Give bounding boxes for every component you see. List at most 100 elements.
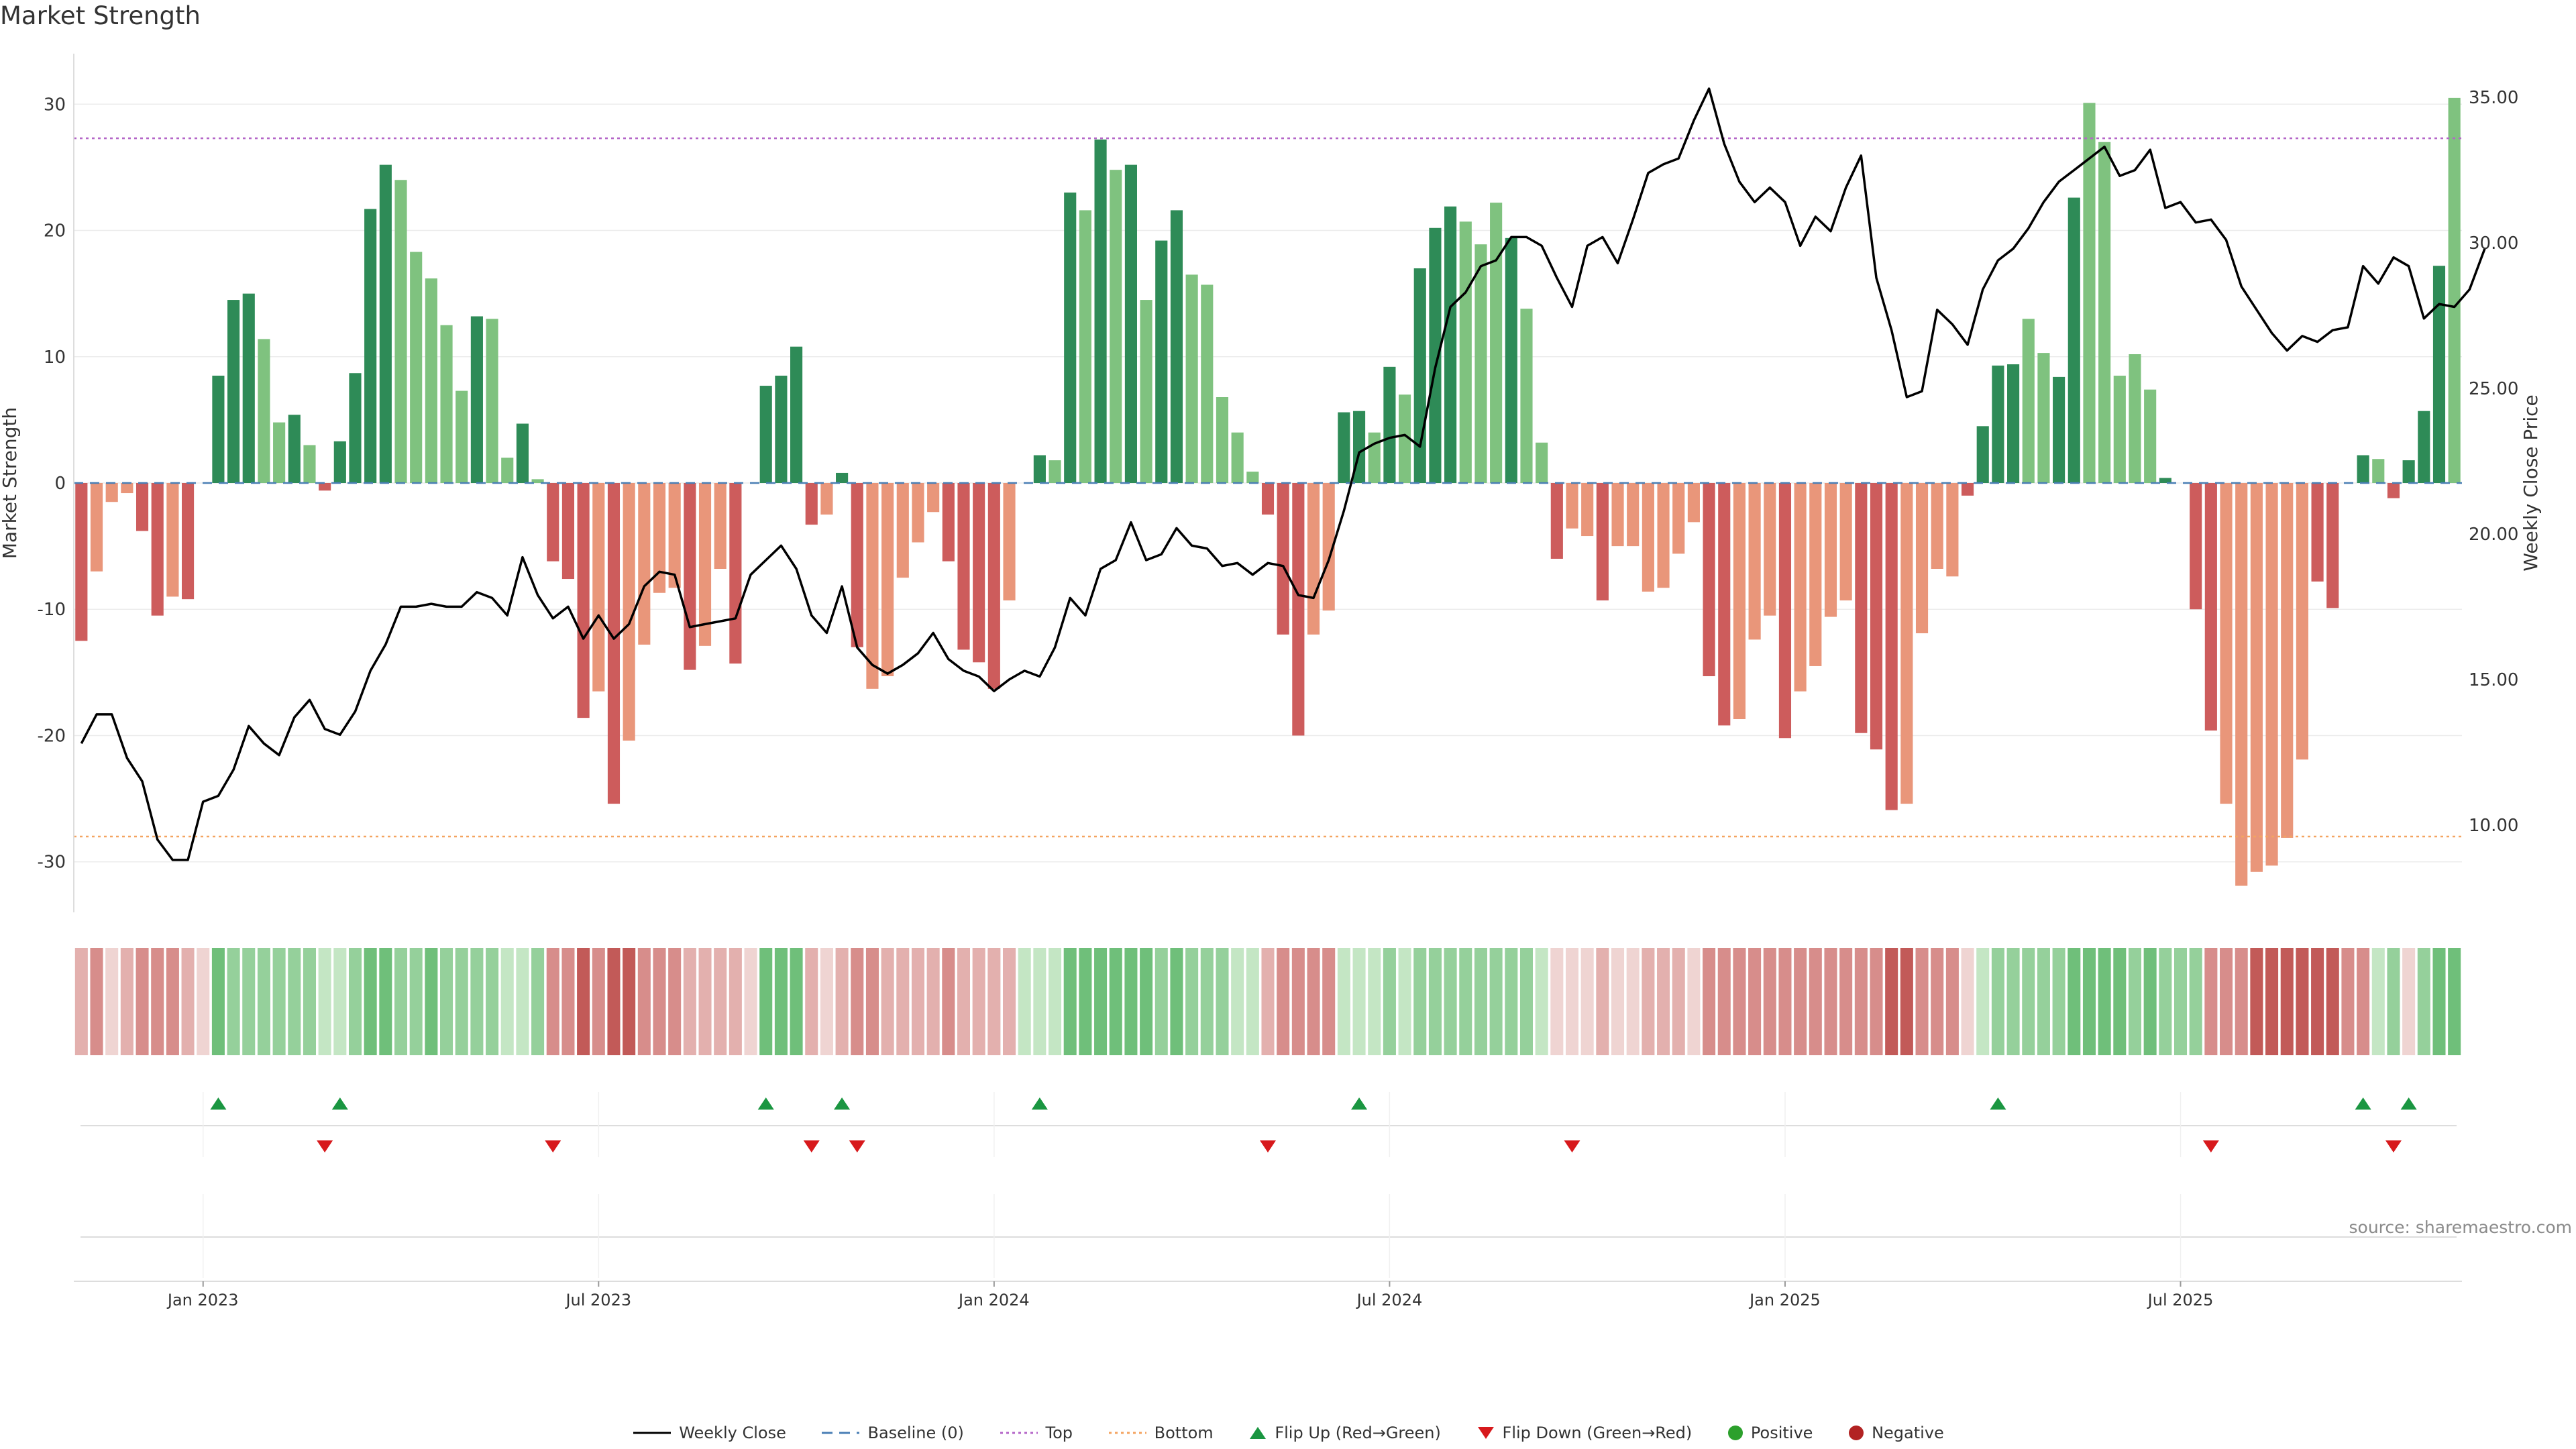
strength-bar [1687, 483, 1700, 523]
intensity-cell [120, 948, 133, 1055]
intensity-cell [2189, 948, 2202, 1055]
strength-bar [2144, 389, 2157, 483]
strength-bar [1399, 394, 1411, 483]
strength-bar [410, 252, 423, 483]
strength-bar [181, 483, 195, 600]
intensity-cell [1200, 948, 1214, 1055]
strength-bar [1140, 300, 1152, 483]
intensity-cell [2296, 948, 2309, 1055]
intensity-cell [561, 948, 575, 1055]
intensity-cell [2174, 948, 2188, 1055]
intensity-cell [318, 948, 331, 1055]
strength-bar [2432, 266, 2446, 483]
strength-bar [592, 483, 605, 692]
strength-bar [258, 339, 270, 483]
legend: Weekly Close Baseline (0) Top Bottom Fli… [0, 1422, 2576, 1442]
strength-bar [166, 483, 179, 597]
strength-bar [75, 483, 88, 641]
flip-down-marker [545, 1140, 561, 1152]
legend-dash-icon [822, 1432, 860, 1434]
strength-bar [1839, 483, 1852, 601]
strength-bar [303, 445, 316, 483]
strength-bar [2402, 460, 2415, 483]
intensity-cell [1428, 948, 1442, 1055]
y2-axis-label: Weekly Close Price [2520, 394, 2542, 571]
strength-bar [2281, 483, 2294, 838]
strength-bar [2311, 483, 2324, 582]
intensity-cell [1033, 948, 1046, 1055]
flip-up-marker [834, 1097, 851, 1110]
strength-bar [1915, 483, 1929, 633]
intensity-cell [1398, 948, 1411, 1055]
strength-bar [1718, 483, 1731, 726]
strength-bar [1459, 221, 1472, 483]
strength-bars [75, 97, 2461, 886]
intensity-cell [394, 948, 408, 1055]
y-tick-label: -20 [38, 726, 66, 746]
strength-bar [1946, 483, 1959, 577]
intensity-cell [1687, 948, 1701, 1055]
strength-bar [805, 483, 818, 525]
intensity-cell [835, 948, 849, 1055]
intensity-cell [2417, 948, 2430, 1055]
intensity-cell [1018, 948, 1031, 1055]
intensity-cell [2341, 948, 2355, 1055]
strength-bar [2190, 483, 2202, 610]
strength-bar [684, 483, 696, 670]
intensity-cell [607, 948, 621, 1055]
intensity-cell [2113, 948, 2127, 1055]
intensity-cell [1185, 948, 1199, 1055]
strength-bar [668, 483, 681, 588]
strength-bar [470, 316, 483, 483]
strength-bar [2250, 483, 2263, 872]
intensity-cell [926, 948, 940, 1055]
strength-bar [1413, 268, 1426, 483]
strength-bar [121, 483, 133, 494]
strength-bar [790, 346, 803, 483]
flip-down-marker [1260, 1140, 1276, 1152]
intensity-cell [455, 948, 468, 1055]
intensity-cell [242, 948, 256, 1055]
intensity-cell [577, 948, 590, 1055]
strength-bar [364, 209, 377, 483]
strength-bar [1794, 483, 1807, 692]
strength-bar [1216, 397, 1229, 483]
strength-bar [349, 373, 362, 483]
intensity-cell [1277, 948, 1290, 1055]
strength-bar [1596, 483, 1609, 601]
strength-bar [501, 458, 514, 483]
strength-bar [2129, 354, 2141, 483]
strength-bar [577, 483, 590, 718]
flip-up-marker [1031, 1097, 1048, 1110]
legend-positive: Positive [1727, 1423, 1813, 1442]
strength-bar [1003, 483, 1016, 601]
strength-bar [1261, 483, 1275, 515]
strength-bar [2296, 483, 2308, 760]
intensity-cell [2387, 948, 2400, 1055]
strength-bar [1033, 455, 1046, 483]
intensity-cell [257, 948, 270, 1055]
strength-bar [2083, 103, 2096, 484]
intensity-cell [1231, 948, 1244, 1055]
strength-bar [1110, 170, 1122, 484]
strength-bar [851, 483, 863, 647]
intensity-cell [2052, 948, 2065, 1055]
strength-bar [1322, 483, 1335, 611]
legend-negative: Negative [1847, 1423, 1944, 1442]
intensity-cell [805, 948, 818, 1055]
intensity-cell [166, 948, 179, 1055]
intensity-cell [942, 948, 955, 1055]
flip-up-marker [210, 1097, 227, 1110]
intensity-cell [683, 948, 696, 1055]
x-tick-label: Jan 2024 [957, 1291, 1030, 1309]
strength-bar [623, 483, 635, 741]
intensity-cell [1049, 948, 1062, 1055]
strength-bar [1505, 237, 1517, 483]
strength-bar [1778, 483, 1792, 739]
strength-bar [1292, 483, 1305, 736]
strength-bar [242, 293, 255, 483]
intensity-cell [1413, 948, 1427, 1055]
legend-baseline: Baseline (0) [820, 1423, 964, 1442]
strength-bar [957, 483, 970, 650]
